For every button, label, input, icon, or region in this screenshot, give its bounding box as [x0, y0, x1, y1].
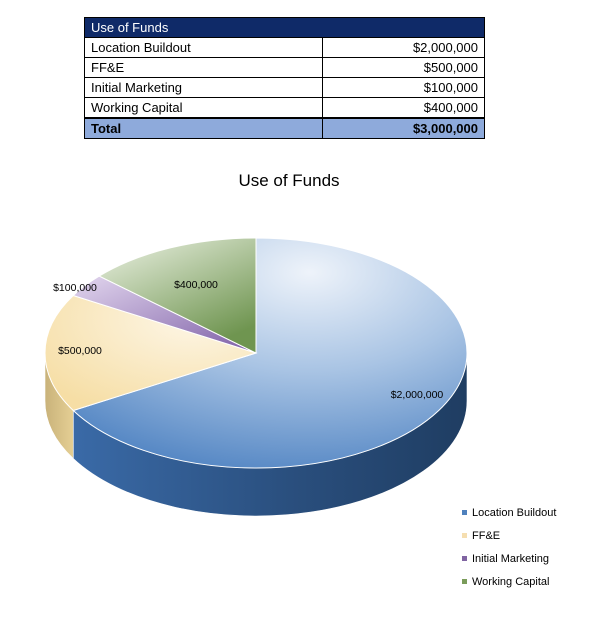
table-row: Location Buildout $2,000,000	[84, 37, 486, 58]
table-row: Initial Marketing $100,000	[84, 77, 486, 98]
table-header-row: Use of Funds	[83, 17, 486, 38]
total-label: Total	[84, 117, 323, 139]
slice-location-buildout	[72, 237, 468, 469]
row-label: Location Buildout	[84, 37, 323, 58]
legend-swatch	[462, 578, 467, 584]
table-header: Use of Funds	[83, 17, 486, 38]
legend-item: Initial Marketing	[462, 550, 556, 573]
slice-location-buildout-label: $2,000,000	[391, 389, 444, 401]
legend-item: Location Buildout	[462, 504, 556, 527]
chart-title: Use of Funds	[238, 171, 340, 190]
legend-item: Working Capital	[462, 573, 556, 596]
legend-label: Initial Marketing	[472, 553, 550, 565]
use-of-funds-table: Use of Funds Location Buildout $2,000,00…	[83, 17, 486, 139]
legend-item: FF&E	[462, 527, 556, 550]
row-value: $400,000	[321, 97, 486, 119]
slice-ffe	[44, 294, 258, 412]
row-label: Working Capital	[84, 97, 323, 119]
legend-swatch	[462, 532, 467, 538]
total-value: $3,000,000	[321, 117, 486, 139]
table-row: Working Capital $400,000	[84, 97, 486, 119]
row-value: $100,000	[321, 77, 486, 98]
legend-label: Location Buildout	[472, 507, 557, 519]
slice-ffe-label: $500,000	[58, 345, 102, 357]
legend-label: Working Capital	[472, 576, 550, 588]
slice-initial-marketing-label: $100,000	[53, 282, 97, 294]
legend-label: FF&E	[472, 530, 501, 542]
slice-working-capital-label: $400,000	[174, 279, 218, 291]
legend-swatch	[462, 555, 467, 561]
slice-working-capital	[98, 237, 257, 354]
chart-legend: Location Buildout FF&E Initial Marketing…	[462, 504, 556, 596]
table-total-row: Total $3,000,000	[84, 117, 486, 139]
row-label: Initial Marketing	[84, 77, 323, 98]
legend-swatch	[462, 509, 467, 515]
